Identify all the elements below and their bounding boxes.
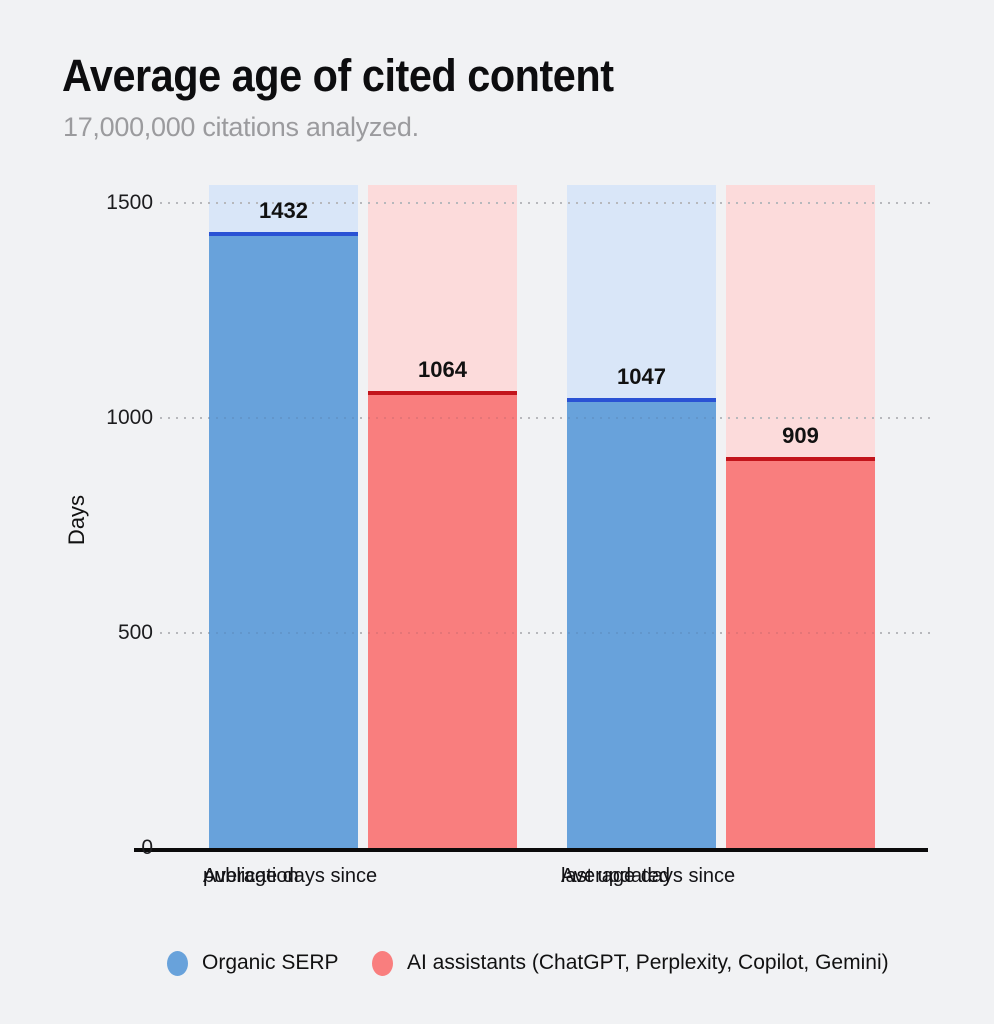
x-category-label-line: Average days since (561, 865, 736, 887)
chart-title: Average age of cited content (62, 50, 614, 101)
gridline-overlay-1000 (160, 417, 932, 419)
chart-subtitle: 17,000,000 citations analyzed. (63, 112, 419, 142)
bar-ai-assistants-chatgpt-pe-0 (368, 391, 517, 848)
gridline-1000 (160, 417, 932, 419)
y-tick-label-1500: 1500 (106, 191, 153, 214)
legend-item-organic-serp: Organic SERP (167, 948, 339, 978)
legend-item-ai-assistants: AI assistants (ChatGPT, Perplexity, Copi… (372, 948, 889, 978)
organic-serp-dot-icon (167, 950, 188, 976)
y-tick-label-1000: 1000 (106, 406, 153, 429)
bar-value-label-organic-serp-0: 1432 (259, 198, 308, 223)
x-category-label-line: last updated (561, 865, 670, 887)
gridline-500 (160, 632, 932, 634)
x-category-label-line: Average days since (203, 865, 378, 887)
bar-value-label-ai-assistants-chatgpt-pe-0: 1064 (418, 357, 467, 382)
y-tick-label-0: 0 (141, 836, 153, 859)
bar-organic-serp-1 (567, 398, 716, 848)
legend-label-ai-assistants: AI assistants (ChatGPT, Perplexity, Copi… (407, 951, 889, 974)
gridline-1500 (160, 202, 932, 204)
bar-value-label-ai-assistants-chatgpt-pe-1: 909 (782, 423, 819, 448)
x-category-label-line: publication (203, 865, 299, 887)
y-tick-label-500: 500 (117, 621, 153, 644)
bar-organic-serp-0 (209, 232, 358, 848)
ai-assistants-dot-icon (372, 950, 393, 976)
legend: Organic SERP AI assistants (ChatGPT, Per… (0, 948, 994, 980)
gridline-overlay-1500 (160, 202, 932, 204)
x-axis-line (134, 848, 928, 852)
gridline-overlay-500 (160, 632, 932, 634)
legend-label-organic-serp: Organic SERP (202, 951, 339, 974)
bar-ai-assistants-chatgpt-pe-1 (726, 457, 875, 848)
bar-value-label-organic-serp-1: 1047 (617, 364, 666, 389)
